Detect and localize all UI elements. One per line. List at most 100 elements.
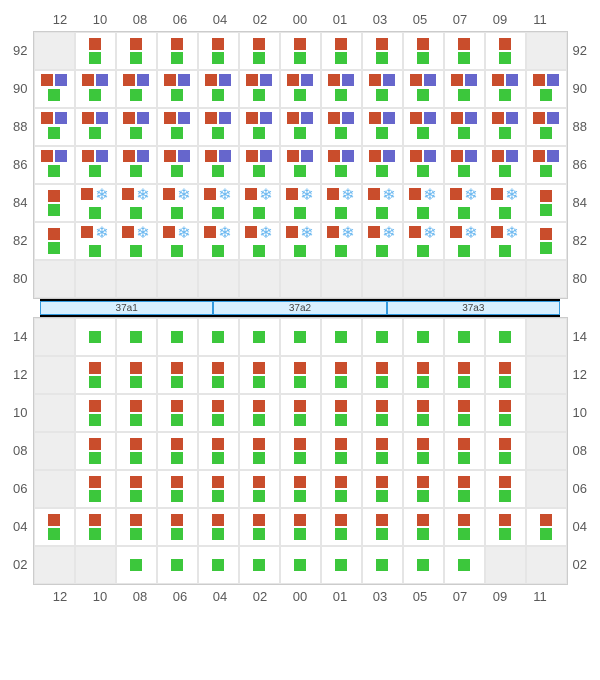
grid-cell[interactable] [75,394,116,432]
grid-cell[interactable] [239,432,280,470]
grid-cell[interactable] [485,32,526,70]
grid-cell[interactable] [403,318,444,356]
grid-cell[interactable] [157,108,198,146]
grid-cell[interactable] [526,356,567,394]
grid-cell[interactable]: ❄ [485,222,526,260]
grid-cell[interactable] [526,318,567,356]
grid-cell[interactable] [116,108,157,146]
grid-cell[interactable] [403,108,444,146]
grid-cell[interactable]: ❄ [444,222,485,260]
grid-cell[interactable]: ❄ [116,222,157,260]
grid-cell[interactable] [198,146,239,184]
grid-cell[interactable] [239,146,280,184]
grid-cell[interactable] [444,260,485,298]
grid-cell[interactable]: ❄ [280,222,321,260]
grid-cell[interactable] [157,508,198,546]
grid-cell[interactable] [526,32,567,70]
grid-cell[interactable] [321,508,362,546]
grid-cell[interactable] [157,432,198,470]
grid-cell[interactable] [280,432,321,470]
grid-cell[interactable] [198,508,239,546]
grid-cell[interactable] [157,318,198,356]
grid-cell[interactable] [280,32,321,70]
grid-cell[interactable] [485,318,526,356]
grid-cell[interactable] [403,356,444,394]
grid-cell[interactable] [34,318,75,356]
grid-cell[interactable] [403,260,444,298]
grid-cell[interactable] [526,108,567,146]
grid-cell[interactable] [362,146,403,184]
grid-cell[interactable] [485,260,526,298]
grid-cell[interactable] [116,546,157,584]
grid-cell[interactable] [34,108,75,146]
grid-cell[interactable] [362,356,403,394]
grid-cell[interactable] [280,70,321,108]
grid-cell[interactable]: ❄ [198,184,239,222]
grid-cell[interactable] [485,356,526,394]
grid-cell[interactable] [526,432,567,470]
grid-cell[interactable] [239,394,280,432]
grid-cell[interactable] [198,356,239,394]
grid-cell[interactable] [157,470,198,508]
grid-cell[interactable] [280,356,321,394]
grid-cell[interactable] [485,546,526,584]
grid-cell[interactable] [198,394,239,432]
grid-cell[interactable] [34,508,75,546]
grid-cell[interactable] [444,108,485,146]
grid-cell[interactable] [485,146,526,184]
grid-cell[interactable] [75,356,116,394]
grid-cell[interactable] [444,546,485,584]
grid-cell[interactable] [157,356,198,394]
grid-cell[interactable]: ❄ [444,184,485,222]
grid-cell[interactable] [34,32,75,70]
grid-cell[interactable] [444,318,485,356]
grid-cell[interactable]: ❄ [239,222,280,260]
grid-cell[interactable] [157,394,198,432]
band-segment[interactable]: 37a3 [387,301,560,315]
grid-cell[interactable] [198,260,239,298]
grid-cell[interactable] [198,32,239,70]
grid-cell[interactable]: ❄ [485,184,526,222]
grid-cell[interactable] [362,470,403,508]
grid-cell[interactable] [403,32,444,70]
grid-cell[interactable] [362,318,403,356]
grid-cell[interactable]: ❄ [321,184,362,222]
grid-cell[interactable] [444,32,485,70]
grid-cell[interactable] [526,184,567,222]
grid-cell[interactable] [362,508,403,546]
grid-cell[interactable] [116,32,157,70]
grid-cell[interactable] [444,432,485,470]
grid-cell[interactable] [526,470,567,508]
grid-cell[interactable] [75,432,116,470]
grid-cell[interactable] [321,470,362,508]
grid-cell[interactable]: ❄ [198,222,239,260]
grid-cell[interactable] [75,318,116,356]
grid-cell[interactable]: ❄ [75,222,116,260]
band-segment[interactable]: 37a1 [40,301,213,315]
grid-cell[interactable]: ❄ [362,222,403,260]
grid-cell[interactable] [444,146,485,184]
grid-cell[interactable] [526,508,567,546]
grid-cell[interactable]: ❄ [157,222,198,260]
band-segment[interactable]: 37a2 [213,301,386,315]
grid-cell[interactable] [75,108,116,146]
grid-cell[interactable] [321,146,362,184]
grid-cell[interactable] [34,70,75,108]
grid-cell[interactable] [321,432,362,470]
grid-cell[interactable] [280,318,321,356]
grid-cell[interactable] [280,508,321,546]
grid-cell[interactable] [34,184,75,222]
grid-cell[interactable] [362,432,403,470]
grid-cell[interactable] [198,108,239,146]
grid-cell[interactable] [280,394,321,432]
grid-cell[interactable] [362,108,403,146]
grid-cell[interactable] [34,356,75,394]
grid-cell[interactable]: ❄ [362,184,403,222]
grid-cell[interactable] [239,508,280,546]
grid-cell[interactable] [75,546,116,584]
grid-cell[interactable] [403,470,444,508]
grid-cell[interactable] [34,394,75,432]
grid-cell[interactable] [321,318,362,356]
grid-cell[interactable] [444,70,485,108]
grid-cell[interactable] [239,546,280,584]
